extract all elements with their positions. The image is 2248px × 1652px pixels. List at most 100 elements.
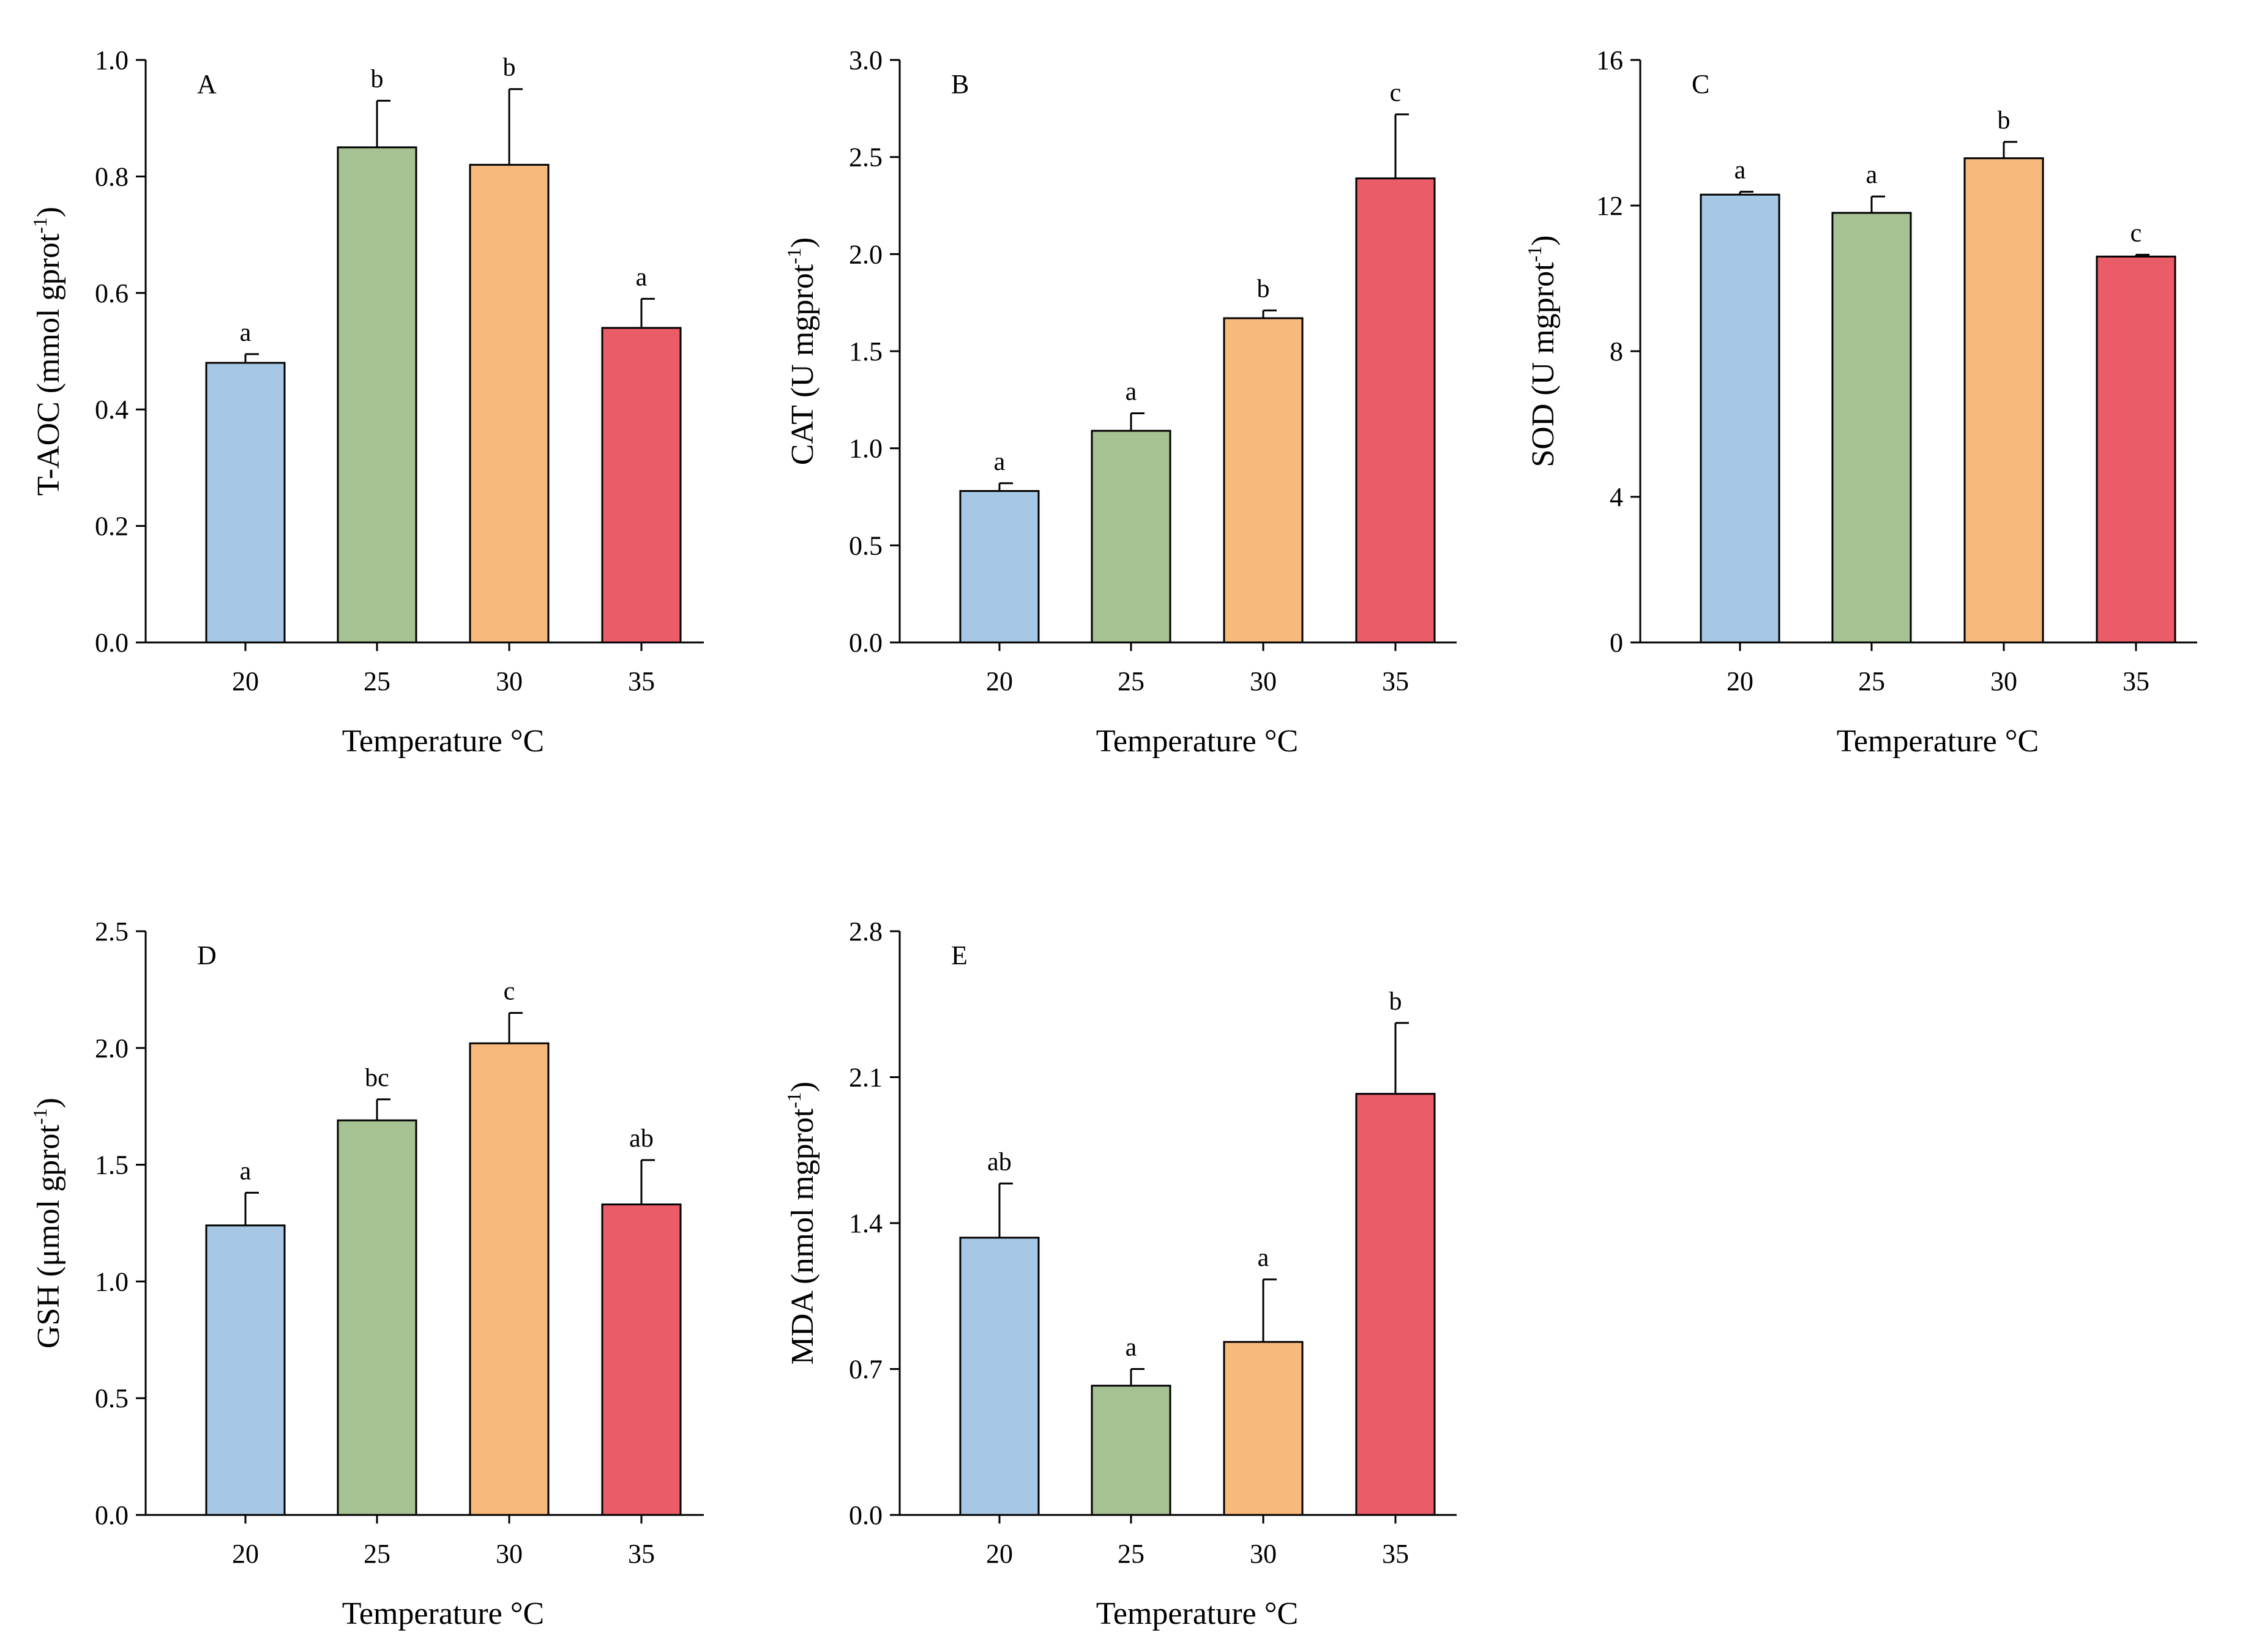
significance-label-35: a — [636, 263, 648, 291]
x-tick-label: 20 — [232, 666, 259, 696]
y-tick-label: 0.2 — [95, 512, 129, 541]
significance-label-30: b — [1998, 106, 2011, 135]
x-tick-label: 25 — [364, 1539, 390, 1569]
bar-30 — [469, 163, 550, 644]
bar-35 — [601, 327, 682, 644]
x-tick-label: 35 — [2123, 666, 2149, 696]
bar-20 — [1700, 193, 1780, 644]
significance-label-35: c — [1390, 79, 1402, 107]
significance-label-25: bc — [365, 1064, 389, 1092]
panel-letter: E — [951, 940, 968, 970]
significance-label-20: a — [994, 448, 1006, 476]
x-tick-label: 30 — [496, 1539, 523, 1569]
y-tick-label: 8 — [1610, 337, 1623, 366]
y-tick-label: 2.0 — [849, 239, 883, 269]
y-tick-label: 0.5 — [95, 1383, 129, 1413]
x-tick-label: 25 — [364, 666, 390, 696]
significance-label-20: a — [240, 1157, 252, 1185]
significance-label-20: a — [1735, 156, 1746, 184]
y-tick-label: 2.5 — [95, 917, 129, 947]
panel-d: a bc c ab 0.0 0.5 1.0 1.5 2.0 2.5 20 25 30 35 Temperat… — [29, 917, 704, 1631]
y-tick-label: 1.0 — [95, 45, 129, 75]
bar-20 — [959, 489, 1040, 644]
bar-30 — [1223, 1341, 1304, 1516]
x-tick-label: 20 — [232, 1539, 259, 1569]
panel-letter: B — [951, 69, 969, 99]
x-tick-label: 20 — [986, 1539, 1013, 1569]
y-tick-label: 12 — [1596, 191, 1623, 221]
y-tick-label: 1.5 — [95, 1150, 129, 1180]
bar-20 — [959, 1237, 1040, 1516]
bar-30 — [1963, 157, 2044, 644]
x-axis-title: Temperature °C — [1837, 724, 2039, 759]
x-axis-title: Temperature °C — [1096, 1596, 1298, 1631]
y-tick-label: 1.5 — [849, 337, 883, 366]
significance-label-35: ab — [629, 1125, 654, 1153]
x-tick-label: 25 — [1118, 1539, 1145, 1569]
x-tick-label: 35 — [628, 1539, 655, 1569]
x-tick-label: 30 — [1990, 666, 2017, 696]
panel-letter: D — [197, 940, 217, 970]
x-tick-label: 25 — [1118, 666, 1145, 696]
y-tick-label: 0.0 — [95, 1500, 129, 1530]
significance-label-35: c — [2130, 219, 2142, 247]
bar-25 — [337, 1119, 417, 1516]
y-tick-label: 0.4 — [95, 395, 129, 425]
significance-label-20: ab — [987, 1148, 1012, 1176]
bar-35 — [601, 1203, 682, 1516]
y-tick-label: 1.4 — [849, 1208, 883, 1238]
bar-30 — [469, 1042, 550, 1516]
significance-label-25: a — [1866, 161, 1878, 189]
significance-label-30: a — [1258, 1244, 1269, 1272]
x-axis-title: Temperature °C — [1096, 724, 1298, 759]
significance-label-25: a — [1126, 1334, 1137, 1362]
y-axis-title: GSH (μmol gprot-1) — [29, 1098, 66, 1349]
y-tick-label: 1.0 — [95, 1267, 129, 1297]
panel-a: a b b a 0.0 0.2 0.4 0.6 0.8 1.0 20 25 30 35 Temperatur… — [29, 45, 704, 759]
y-tick-label: 0.0 — [849, 1500, 883, 1530]
bar-35 — [1355, 1093, 1436, 1516]
x-tick-label: 35 — [1382, 666, 1409, 696]
y-tick-label: 0.8 — [95, 162, 129, 192]
x-tick-label: 35 — [628, 666, 655, 696]
panel-letter: A — [197, 69, 217, 99]
significance-label-25: a — [1126, 378, 1137, 406]
panel-b: a a b c 0.0 0.5 1.0 1.5 2.0 2.5 3.0 20 25 30 35 Tempera… — [783, 45, 1457, 759]
bar-25 — [1091, 430, 1171, 644]
y-tick-label: 2.1 — [849, 1063, 883, 1093]
y-tick-label: 0.7 — [849, 1355, 883, 1385]
y-axis-title: SOD (U mgprot-1) — [1523, 235, 1561, 467]
bar-35 — [2096, 255, 2176, 644]
y-axis-title: MDA (nmol mgprot-1) — [783, 1082, 820, 1365]
bar-25 — [1091, 1385, 1171, 1516]
x-tick-label: 25 — [1858, 666, 1885, 696]
x-axis-title: Temperature °C — [342, 724, 544, 759]
x-tick-label: 30 — [496, 666, 523, 696]
y-tick-label: 0 — [1610, 628, 1623, 658]
y-tick-label: 2.8 — [849, 917, 883, 947]
bar-25 — [337, 146, 417, 644]
x-tick-label: 35 — [1382, 1539, 1409, 1569]
significance-label-20: a — [240, 319, 252, 347]
significance-label-25: b — [371, 65, 384, 94]
panel-c: a a b c 0 4 8 12 16 20 25 30 35 Temperature °C SOD (U … — [1523, 45, 2197, 759]
x-tick-label: 30 — [1250, 1539, 1277, 1569]
panel-letter: C — [1692, 69, 1709, 99]
significance-label-30: c — [504, 978, 515, 1006]
y-tick-label: 0.0 — [95, 628, 129, 658]
y-axis-title: CAT (U mgprot-1) — [783, 237, 820, 465]
bar-25 — [1831, 212, 1912, 644]
y-tick-label: 16 — [1596, 45, 1623, 75]
y-tick-label: 4 — [1610, 482, 1623, 512]
bar-30 — [1223, 317, 1304, 644]
y-tick-label: 0.5 — [849, 530, 883, 560]
y-tick-label: 1.0 — [849, 434, 883, 464]
y-tick-label: 2.0 — [95, 1033, 129, 1063]
y-tick-label: 0.6 — [95, 278, 129, 308]
bar-35 — [1355, 177, 1436, 644]
bar-20 — [205, 362, 286, 644]
x-tick-label: 30 — [1250, 666, 1277, 696]
y-tick-label: 3.0 — [849, 45, 883, 75]
